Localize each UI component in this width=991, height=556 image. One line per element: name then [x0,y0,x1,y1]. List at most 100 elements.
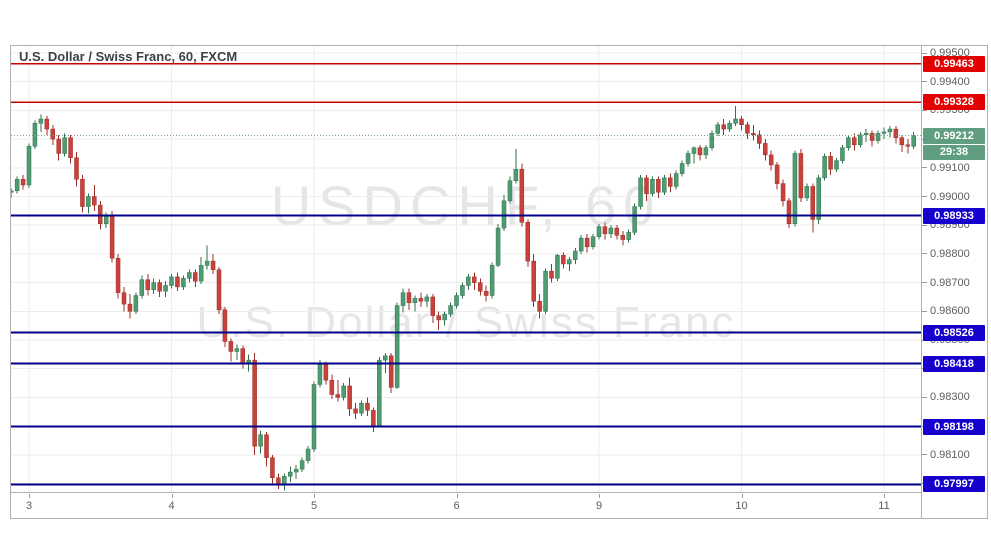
candlestick-plot[interactable] [11,46,921,492]
price-axis[interactable]: 0.995000.994000.993000.992000.991000.990… [922,46,987,518]
candle-body [780,183,786,202]
candle-body [329,379,335,395]
candle-body [353,408,358,414]
time-tick-dash [599,494,600,498]
price-tick-label: 0.99100 [922,161,970,175]
chart-frame: USDCHF, 60 U.S. Dollar / Swiss Franc U.S… [10,45,988,519]
candle-body [656,179,661,193]
candle-body [424,296,430,302]
candle-body [299,460,305,470]
candle-body [252,359,257,447]
price-tick-dash [922,196,927,198]
candle-body [863,133,869,136]
candle-body [507,180,513,202]
candle-body [810,186,815,220]
candle-body [489,265,495,296]
candle-body [596,226,602,237]
time-tick-label: 4 [168,500,175,512]
time-axis[interactable]: 3 4 5 6 9 10 11 [11,493,922,518]
candle-body [14,179,20,192]
time-tick-dash [456,494,458,498]
candle-body [751,133,756,136]
candle-body [869,133,875,141]
candle-body [626,232,631,240]
candle-body [246,359,251,364]
candle-body [204,260,210,266]
candle-body [115,257,121,293]
price-tick-label: 0.98100 [922,448,970,462]
candle-body [852,137,857,146]
resistance-price-badge: 0.99463 [923,55,985,72]
time-tick-label: 6 [453,500,460,512]
candle-body [673,173,679,187]
candle-body [733,118,738,124]
price-tick-label: 0.99000 [922,190,970,204]
price-tick-dash [922,253,927,255]
candle-body [193,272,198,282]
candle-body [341,385,346,398]
candle-body [757,134,762,144]
candle-body [555,255,560,279]
candle-body [804,186,810,199]
candle-body [86,196,91,207]
candle-body [893,128,899,138]
candle-body [709,133,715,148]
candle-body [38,118,44,124]
candle-body [887,128,893,133]
candle-body [371,410,376,427]
price-tick-dash [922,282,927,284]
candle-body [816,177,821,220]
candle-body [644,177,649,194]
candle-body [406,292,412,303]
chart-title[interactable]: U.S. Dollar / Swiss Franc, 60, FXCM [19,49,238,64]
candle-body [26,146,32,186]
candle-body [388,355,394,388]
support-price-badge: 0.98198 [923,418,985,435]
candle-body [210,260,216,270]
candle-body [828,156,833,170]
candle-body [32,123,38,147]
candle-body [92,196,97,206]
candle-body [311,384,317,450]
candle-body [685,153,691,164]
candle-body [911,135,916,147]
candle-body [721,124,726,130]
candle-body [258,434,263,447]
candle-body [495,227,501,266]
candle-body [50,128,55,140]
candle-body [614,227,620,236]
candle-body [365,402,370,411]
candle-body [20,179,26,186]
candle-body [377,359,382,427]
plot-area[interactable]: USDCHF, 60 U.S. Dollar / Swiss Franc U.S… [11,46,922,493]
candle-body [44,118,50,130]
candle-body [412,298,418,303]
candle-body [567,259,572,265]
candle-body [442,313,447,321]
support-price-badge: 0.97997 [923,476,985,493]
candle-body [460,285,465,296]
candle-body [662,177,667,193]
support-price-badge: 0.98418 [923,355,985,372]
candle-body [602,226,608,235]
candle-body [786,200,792,225]
candle-body [822,156,827,179]
candle-body [513,168,519,181]
candle-body [335,394,340,398]
candle-body [472,276,477,283]
price-tick-dash [922,454,927,456]
candle-body [418,298,424,302]
candle-body [573,250,578,260]
candle-body [222,309,228,342]
candle-body [317,364,323,385]
candle-body [400,292,406,306]
candle-body [561,255,566,265]
candle-body [56,138,61,154]
candle-body [288,471,293,477]
candle-body [74,157,79,180]
candle-body [216,269,222,311]
candle-body [448,305,453,315]
candle-body [899,137,905,146]
price-tick-label: 0.98300 [922,390,970,404]
candle-body [240,348,245,364]
